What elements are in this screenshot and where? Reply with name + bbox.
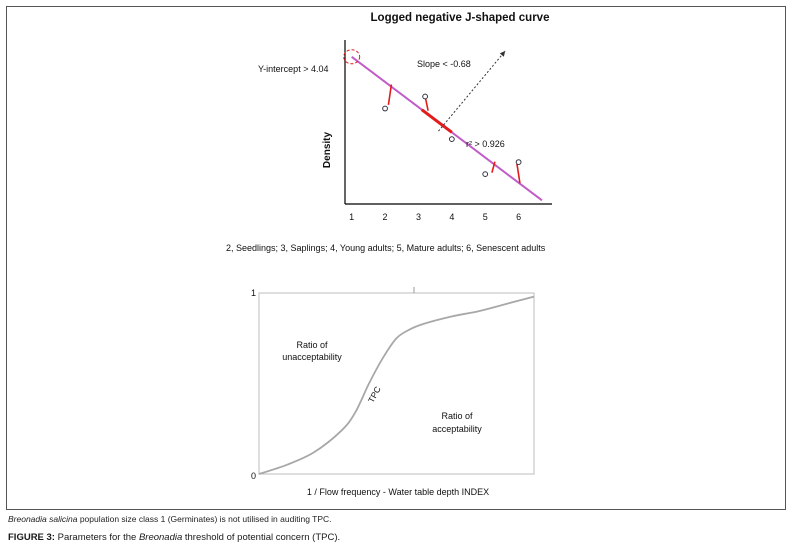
highlight-segment xyxy=(420,108,453,134)
tpc-curve-label: TPC xyxy=(366,385,383,405)
chart1-x-ticks: 1 2 3 4 5 6 xyxy=(349,212,521,222)
data-point-4 xyxy=(482,171,489,178)
acceptability-label-line2: acceptability xyxy=(432,424,482,434)
slope-annotation: Slope < -0.68 xyxy=(417,59,471,69)
r2-annotation: r² > 0.926 xyxy=(466,139,505,149)
data-point-5 xyxy=(515,159,522,165)
caption-pre: Parameters for the xyxy=(54,532,139,543)
unacceptability-label-line1: Ratio of xyxy=(296,340,328,350)
chart2-ytick-1: 1 xyxy=(251,288,256,298)
footnote-text: population size class 1 (Germinates) is … xyxy=(77,514,332,524)
slope-arrowhead xyxy=(499,50,506,57)
chart1-xtick-2: 2 xyxy=(383,212,388,222)
footnote-species: Breonadia salicina xyxy=(8,514,78,524)
unacceptability-label-line2: unacceptability xyxy=(282,352,342,362)
chart2-frame xyxy=(258,292,535,475)
residual-4 xyxy=(516,163,521,184)
intercept-annotation: Y-intercept > 4.04 xyxy=(258,64,328,74)
residual-3 xyxy=(491,161,496,173)
data-point-1 xyxy=(382,105,388,112)
footnote: Breonadia salicina population size class… xyxy=(8,514,332,524)
data-point-3 xyxy=(448,136,455,143)
figure-frame xyxy=(6,6,786,510)
chart1-xtick-3: 3 xyxy=(416,212,421,222)
tpc-curve xyxy=(258,295,535,475)
size-class-legend: 2, Seedlings; 3, Saplings; 4, Young adul… xyxy=(226,243,546,253)
caption-genus: Breonadia xyxy=(138,532,183,543)
chart2-ytick-0: 0 xyxy=(251,471,256,481)
chart1-marks xyxy=(343,49,543,202)
figure-caption: FIGURE 3: Parameters for the Breonadia t… xyxy=(8,532,340,543)
chart1-title: Logged negative J-shaped curve xyxy=(371,12,550,24)
caption-post: threshold of potential concern (TPC). xyxy=(182,532,341,543)
residual-1 xyxy=(387,84,393,105)
chart1-xtick-6: 6 xyxy=(516,212,521,222)
chart1-y-label: Density xyxy=(322,132,333,169)
chart2-x-label: 1 / Flow frequency - Water table depth I… xyxy=(307,487,489,497)
tpc-curve-group xyxy=(258,295,535,475)
acceptability-label-line1: Ratio of xyxy=(441,411,473,421)
chart1-xtick-5: 5 xyxy=(483,212,488,222)
caption-label: FIGURE 3: xyxy=(8,532,55,543)
slope-arrow xyxy=(438,50,506,132)
data-point-2 xyxy=(422,93,429,100)
chart1-xtick-1: 1 xyxy=(349,212,354,222)
chart1-xtick-4: 4 xyxy=(449,212,454,222)
intercept-circle xyxy=(343,49,361,65)
